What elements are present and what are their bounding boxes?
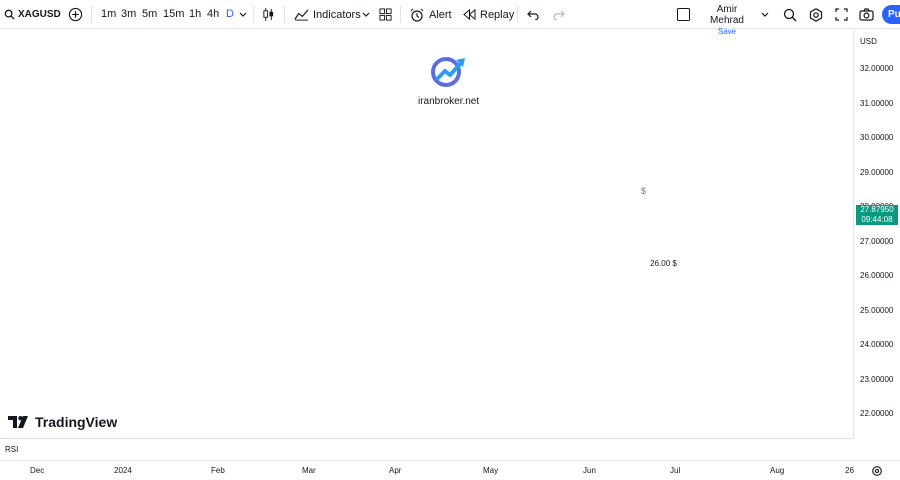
undo-icon	[527, 10, 539, 20]
watermark-text: iranbroker.net	[418, 96, 480, 107]
axis-settings-button[interactable]	[871, 464, 883, 480]
snapshot-button[interactable]	[859, 0, 874, 29]
search-icon	[4, 9, 15, 20]
gear-icon	[872, 466, 882, 476]
redo-button[interactable]	[553, 0, 565, 29]
replay-icon	[463, 9, 476, 20]
replay-label: Replay	[480, 8, 515, 21]
publish-button[interactable]: Pu	[882, 5, 900, 24]
rsi-pane[interactable]: RSI	[0, 438, 853, 460]
time-tick: Apr	[389, 466, 402, 475]
price-tick: 26.00000	[860, 271, 894, 280]
user-name: Amir Mehrad	[710, 4, 744, 26]
price-tick: 29.00000	[860, 168, 894, 177]
timeframe-3m[interactable]: 3m	[121, 8, 137, 20]
chart-canvas[interactable]	[0, 30, 853, 438]
divider	[253, 6, 254, 23]
time-tick: May	[483, 466, 499, 475]
redo-icon	[553, 10, 565, 20]
growth-chart-icon	[431, 57, 465, 87]
symbol-search[interactable]: XAGUSD	[4, 0, 61, 29]
price-tick: 27.00000	[860, 237, 894, 246]
divider	[517, 6, 518, 23]
rsi-label: RSI	[5, 445, 19, 454]
countdown-label: 09:44:08	[856, 215, 898, 225]
plus-circle-icon	[68, 7, 83, 22]
timeframe-dropdown[interactable]	[239, 0, 247, 29]
layout-select-checkbox[interactable]	[677, 0, 690, 29]
timeframe-15m[interactable]: 15m	[163, 8, 185, 20]
camera-icon	[859, 8, 874, 21]
price-scale[interactable]: USD 32.00000 31.00000 30.00000 29.00000 …	[853, 30, 900, 438]
timeframe-d[interactable]: D	[226, 8, 234, 20]
price-tick: 24.00000	[860, 340, 894, 349]
divider	[91, 6, 92, 23]
divider	[284, 6, 285, 23]
zoom-search-icon	[783, 8, 797, 21]
indicators-button[interactable]: Indicators	[294, 0, 361, 29]
indicators-dropdown[interactable]	[362, 0, 370, 29]
chevron-down-icon	[362, 12, 370, 17]
timeframe-5m[interactable]: 5m	[142, 8, 158, 20]
tradingview-logo-icon	[8, 416, 28, 428]
chevron-down-icon	[239, 12, 247, 17]
chevron-down-icon	[761, 12, 769, 17]
checkbox-icon	[677, 8, 690, 21]
fullscreen-button[interactable]	[835, 0, 848, 29]
time-tick: Aug	[770, 466, 785, 475]
gear-icon	[809, 7, 823, 22]
time-tick: Jun	[583, 466, 596, 475]
time-axis[interactable]: Dec 2024 Feb Mar Apr May Jun Jul Aug 26	[0, 460, 900, 480]
divider	[400, 6, 401, 23]
top-toolbar: XAGUSD 1m 3m 5m 15m 1h 4h D Indicators A…	[0, 0, 900, 36]
time-tick: Feb	[211, 466, 225, 475]
indicators-label: Indicators	[313, 8, 361, 21]
layouts-button[interactable]	[379, 0, 392, 29]
candles-icon	[263, 8, 274, 21]
layout-grid-icon	[379, 8, 392, 21]
indicators-icon	[294, 9, 309, 21]
tradingview-logo: TradingView	[8, 414, 117, 430]
timeframe-4h[interactable]: 4h	[207, 8, 220, 20]
target-zone-label: 26.00 $	[650, 259, 677, 268]
price-tick: 31.00000	[860, 99, 894, 108]
price-tick: 22.00000	[860, 409, 894, 418]
watermark-logo	[430, 54, 468, 95]
fullscreen-icon	[835, 8, 848, 21]
price-tick: 32.00000	[860, 64, 894, 73]
settings-button[interactable]	[809, 0, 823, 29]
price-tick: 30.00000	[860, 133, 894, 142]
currency-label: USD	[860, 37, 877, 46]
symbol-name: XAGUSD	[18, 9, 61, 20]
time-tick: Mar	[302, 466, 316, 475]
time-tick: Dec	[30, 466, 45, 475]
compare-symbol-button[interactable]	[68, 0, 83, 29]
replay-button[interactable]: Replay	[463, 0, 514, 29]
user-menu-dropdown[interactable]	[761, 0, 769, 29]
alert-button[interactable]: Alert	[410, 0, 452, 29]
timeframe-1m[interactable]: 1m	[101, 8, 117, 20]
time-tick: Jul	[670, 466, 681, 475]
timeframe-1h[interactable]: 1h	[189, 8, 202, 20]
price-tick: 23.00000	[860, 375, 894, 384]
price-tick: 25.00000	[860, 306, 894, 315]
quick-search-button[interactable]	[783, 0, 797, 29]
time-tick: 26	[845, 466, 854, 475]
current-price-label: 27.87950	[856, 205, 898, 215]
tradingview-logo-text: TradingView	[35, 414, 118, 430]
alarm-clock-icon	[410, 8, 424, 22]
save-link[interactable]: Save	[717, 27, 737, 36]
user-layout-menu[interactable]: Amir Mehrad Save	[699, 4, 755, 37]
undo-button[interactable]	[527, 0, 539, 29]
alert-label: Alert	[429, 8, 452, 21]
time-tick: 2024	[114, 466, 132, 475]
chart-type-button[interactable]	[262, 0, 275, 29]
pattern-dollar-symbol: $	[641, 186, 647, 196]
